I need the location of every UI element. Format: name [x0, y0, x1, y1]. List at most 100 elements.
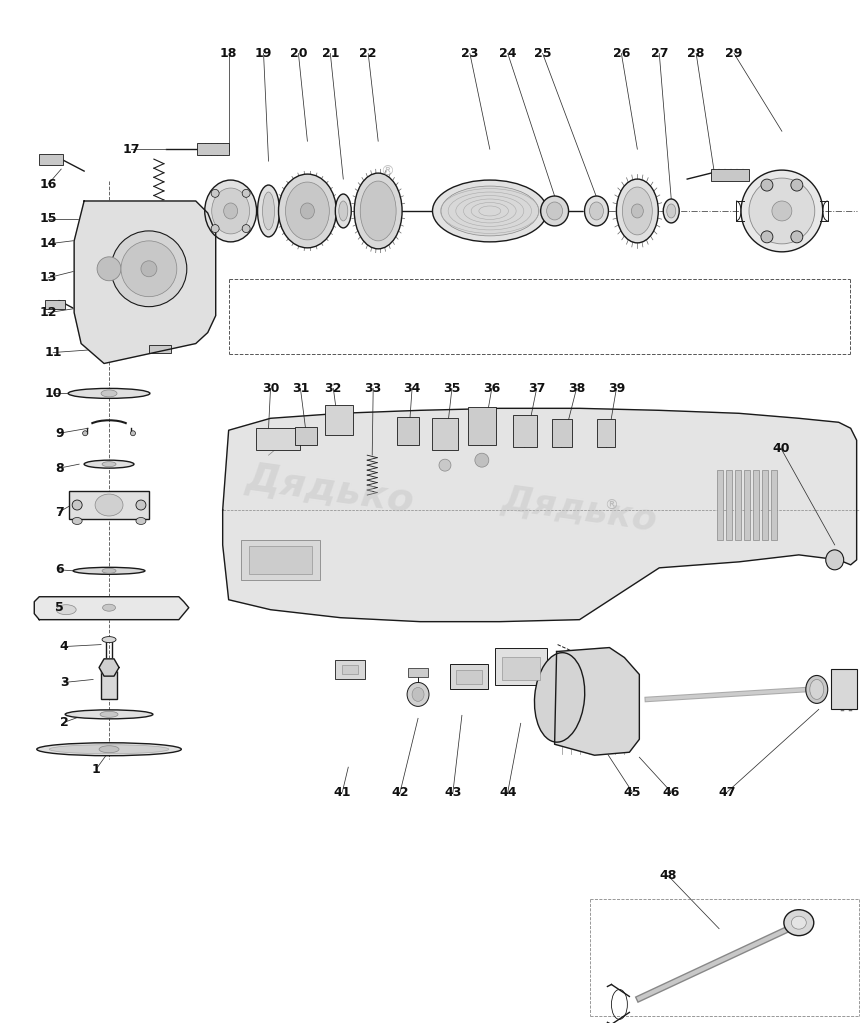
- Bar: [762, 470, 768, 540]
- Ellipse shape: [69, 388, 150, 399]
- Bar: [342, 664, 358, 674]
- Text: 27: 27: [650, 47, 668, 60]
- Circle shape: [791, 179, 803, 191]
- Ellipse shape: [100, 711, 118, 717]
- Bar: [735, 470, 741, 540]
- Text: 7: 7: [55, 505, 63, 519]
- Ellipse shape: [102, 604, 115, 611]
- Ellipse shape: [335, 194, 352, 228]
- Text: 48: 48: [660, 869, 677, 883]
- Text: 26: 26: [613, 47, 630, 60]
- Text: 42: 42: [391, 785, 409, 798]
- Text: 21: 21: [321, 47, 339, 60]
- Ellipse shape: [72, 518, 82, 525]
- Text: 23: 23: [461, 47, 478, 60]
- Ellipse shape: [407, 683, 429, 706]
- Bar: [771, 470, 777, 540]
- Ellipse shape: [631, 204, 643, 218]
- Polygon shape: [223, 408, 857, 621]
- Circle shape: [791, 231, 803, 243]
- Polygon shape: [74, 201, 216, 364]
- Polygon shape: [555, 648, 640, 755]
- Circle shape: [130, 430, 135, 436]
- Bar: [513, 415, 536, 447]
- Ellipse shape: [73, 567, 145, 574]
- Bar: [255, 428, 300, 450]
- Ellipse shape: [432, 180, 547, 242]
- Polygon shape: [34, 597, 188, 620]
- Text: ®: ®: [604, 499, 618, 512]
- Text: 4: 4: [60, 640, 69, 653]
- Ellipse shape: [36, 743, 181, 755]
- Circle shape: [242, 224, 250, 233]
- Ellipse shape: [136, 518, 146, 525]
- Circle shape: [82, 430, 88, 436]
- Text: 17: 17: [122, 142, 140, 156]
- Text: 39: 39: [608, 382, 625, 395]
- Ellipse shape: [810, 680, 824, 699]
- Ellipse shape: [663, 199, 680, 222]
- Ellipse shape: [205, 180, 257, 242]
- Text: 8: 8: [55, 461, 63, 475]
- Text: 40: 40: [773, 442, 790, 455]
- Text: 11: 11: [44, 346, 62, 359]
- Ellipse shape: [541, 196, 569, 226]
- Bar: [744, 470, 750, 540]
- Text: 34: 34: [404, 382, 421, 395]
- Text: Дядько: Дядько: [500, 483, 660, 538]
- Text: Дядько: Дядько: [244, 459, 417, 521]
- Ellipse shape: [622, 187, 652, 235]
- Text: 30: 30: [262, 382, 279, 395]
- Text: 3: 3: [60, 675, 69, 689]
- Ellipse shape: [262, 192, 274, 230]
- Ellipse shape: [101, 390, 117, 397]
- Text: 19: 19: [255, 47, 273, 60]
- Bar: [398, 417, 419, 445]
- Circle shape: [211, 224, 219, 233]
- Text: 2: 2: [60, 715, 69, 729]
- Bar: [753, 470, 759, 540]
- Text: 10: 10: [44, 386, 62, 400]
- Bar: [39, 154, 63, 165]
- Circle shape: [141, 260, 157, 277]
- Ellipse shape: [354, 173, 402, 249]
- Ellipse shape: [584, 196, 608, 226]
- Text: 45: 45: [623, 785, 641, 798]
- Ellipse shape: [792, 916, 806, 929]
- Ellipse shape: [102, 568, 116, 573]
- Ellipse shape: [441, 187, 539, 236]
- Ellipse shape: [412, 688, 424, 701]
- Bar: [552, 419, 571, 447]
- Text: 43: 43: [444, 785, 462, 798]
- Text: 13: 13: [40, 272, 57, 284]
- Ellipse shape: [439, 459, 451, 472]
- Circle shape: [761, 179, 773, 191]
- Ellipse shape: [102, 637, 116, 643]
- Text: 37: 37: [528, 382, 545, 395]
- Bar: [240, 540, 320, 580]
- Ellipse shape: [286, 182, 329, 240]
- Ellipse shape: [616, 179, 658, 243]
- Text: 15: 15: [39, 212, 57, 226]
- Polygon shape: [99, 659, 119, 677]
- Bar: [717, 470, 723, 540]
- Bar: [248, 546, 312, 574]
- Text: 33: 33: [365, 382, 382, 395]
- Ellipse shape: [806, 675, 828, 703]
- Circle shape: [761, 231, 773, 243]
- Text: 22: 22: [359, 47, 377, 60]
- Circle shape: [136, 500, 146, 510]
- Ellipse shape: [95, 494, 123, 516]
- Bar: [711, 169, 749, 181]
- Text: ®: ®: [380, 165, 394, 179]
- Bar: [335, 659, 365, 680]
- Circle shape: [121, 241, 177, 296]
- Bar: [597, 419, 615, 447]
- Text: 25: 25: [534, 47, 551, 60]
- Text: 14: 14: [39, 238, 57, 250]
- Ellipse shape: [56, 605, 76, 615]
- Circle shape: [211, 190, 219, 198]
- Bar: [432, 418, 458, 450]
- Ellipse shape: [279, 174, 336, 248]
- Text: 28: 28: [687, 47, 705, 60]
